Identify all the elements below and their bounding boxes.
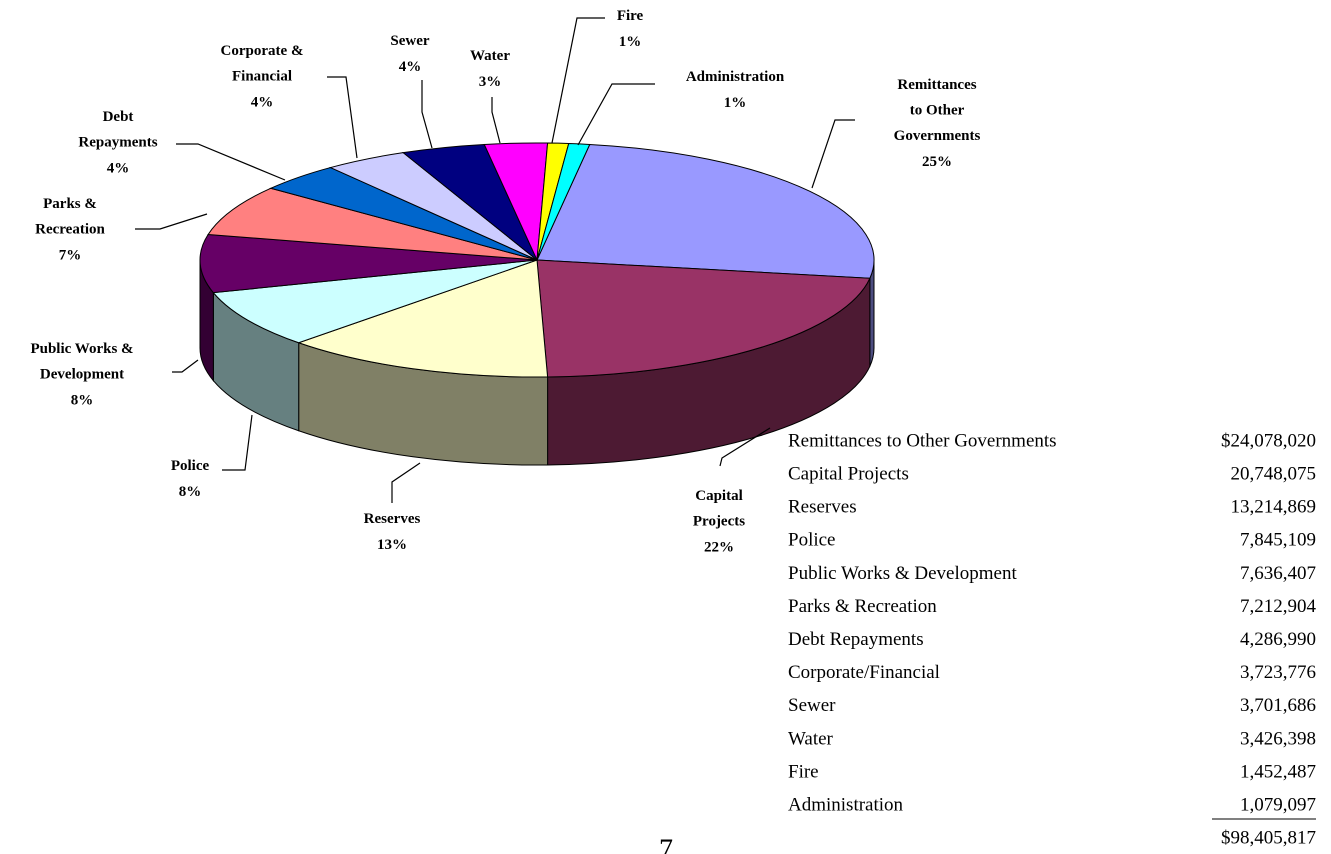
leader-line	[176, 143, 286, 181]
table-amount: 7,212,904	[1240, 596, 1317, 617]
slice-label: Parks & Recreation	[35, 196, 105, 238]
leader-line	[491, 97, 501, 144]
table-name: Corporate/Financial	[788, 662, 940, 683]
leader-line	[811, 119, 855, 189]
slice-label-line: Administration	[686, 69, 785, 85]
table-name: Fire	[788, 761, 819, 782]
table-amount: $24,078,020	[1221, 430, 1316, 451]
slice-label: Administration	[686, 69, 785, 85]
leader-line	[172, 359, 199, 373]
pie-slice	[536, 143, 875, 279]
leader-line	[551, 17, 605, 144]
slice-percent: 8%	[71, 392, 94, 408]
slice-label: Corporate & Financial	[221, 43, 304, 85]
slice-label-line: Reserves	[364, 511, 421, 527]
slice-label-line: Public Works &	[30, 341, 133, 357]
slice-label: Police	[171, 458, 210, 474]
slice-label-line: Police	[171, 458, 210, 474]
pie-slice	[199, 233, 538, 294]
leader-line	[391, 462, 421, 503]
pie-slice	[297, 259, 549, 378]
pie-slice	[536, 259, 871, 378]
pie	[199, 142, 875, 466]
table-name: Reserves	[788, 497, 857, 518]
table-amount: 1,079,097	[1240, 794, 1316, 815]
table-name: Public Works & Development	[788, 563, 1017, 584]
slice-label: Remittances to Other Governments	[894, 77, 981, 144]
slice-label: Capital Projects	[693, 488, 745, 530]
table-amount: 7,636,407	[1240, 563, 1316, 584]
leader-line	[719, 427, 771, 467]
table-name: Remittances to Other Governments	[788, 430, 1057, 451]
table-amount: 3,426,398	[1240, 728, 1316, 749]
slice-label: Water	[470, 48, 510, 64]
slice-percent: 3%	[479, 74, 502, 90]
slice-percent: 1%	[724, 95, 747, 111]
slice-label-line: Governments	[894, 128, 981, 144]
slice-label-line: Corporate &	[221, 43, 304, 59]
slice-percent: 4%	[107, 160, 130, 176]
leader-line	[421, 80, 433, 149]
slice-label-line: to Other	[910, 103, 965, 119]
slice-percent: 25%	[922, 154, 952, 170]
slice-label-line: Financial	[232, 69, 292, 85]
table-amount: 1,452,487	[1240, 761, 1316, 782]
table-amount: 3,701,686	[1240, 695, 1316, 716]
table-amount: 4,286,990	[1240, 629, 1316, 650]
table-name: Parks & Recreation	[788, 596, 937, 617]
pie-slice	[207, 187, 538, 261]
table-name: Police	[788, 530, 836, 551]
table-amount: 13,214,869	[1231, 497, 1317, 518]
table-name: Debt Repayments	[788, 629, 924, 650]
table-name: Water	[788, 728, 834, 749]
slice-label-line: Parks &	[43, 196, 97, 212]
slice-label-line: Development	[40, 367, 124, 383]
slice-percent: 7%	[59, 247, 82, 263]
slice-label-line: Remittances	[897, 77, 976, 93]
table-amount: 20,748,075	[1231, 463, 1317, 484]
slice-label-line: Capital	[695, 488, 743, 504]
table-amount: 7,845,109	[1240, 530, 1316, 551]
leader-line	[135, 213, 208, 230]
table-amount: 3,723,776	[1240, 662, 1316, 683]
table-total: $98,405,817	[1221, 827, 1316, 848]
slice-percent: 13%	[377, 537, 407, 553]
slice-label-line: Fire	[617, 8, 644, 24]
slice-label-line: Debt	[103, 109, 134, 125]
slice-label-line: Recreation	[35, 222, 105, 238]
slice-label: Fire	[617, 8, 644, 24]
leader-line	[327, 76, 358, 159]
slice-label: Debt Repayments	[78, 109, 157, 151]
slice-label: Reserves	[364, 511, 421, 527]
slice-percent: 4%	[251, 94, 274, 110]
slice-label-line: Water	[470, 48, 510, 64]
table-name: Sewer	[788, 695, 836, 716]
slice-percent: 1%	[619, 34, 642, 50]
page-number: 7	[659, 834, 673, 854]
slice-label: Public Works & Development	[30, 341, 133, 383]
slice-label-line: Sewer	[390, 33, 429, 49]
table-name: Administration	[788, 794, 904, 815]
leader-line	[222, 414, 253, 471]
slice-label: Sewer	[390, 33, 429, 49]
slice-percent: 22%	[704, 539, 734, 555]
slice-label-line: Repayments	[78, 135, 157, 151]
table-name: Capital Projects	[788, 463, 909, 484]
slice-percent: 8%	[179, 484, 202, 500]
slice-label-line: Projects	[693, 514, 745, 530]
slice-percent: 4%	[399, 59, 422, 75]
pie-slice	[212, 259, 538, 344]
leader-line	[577, 83, 655, 146]
